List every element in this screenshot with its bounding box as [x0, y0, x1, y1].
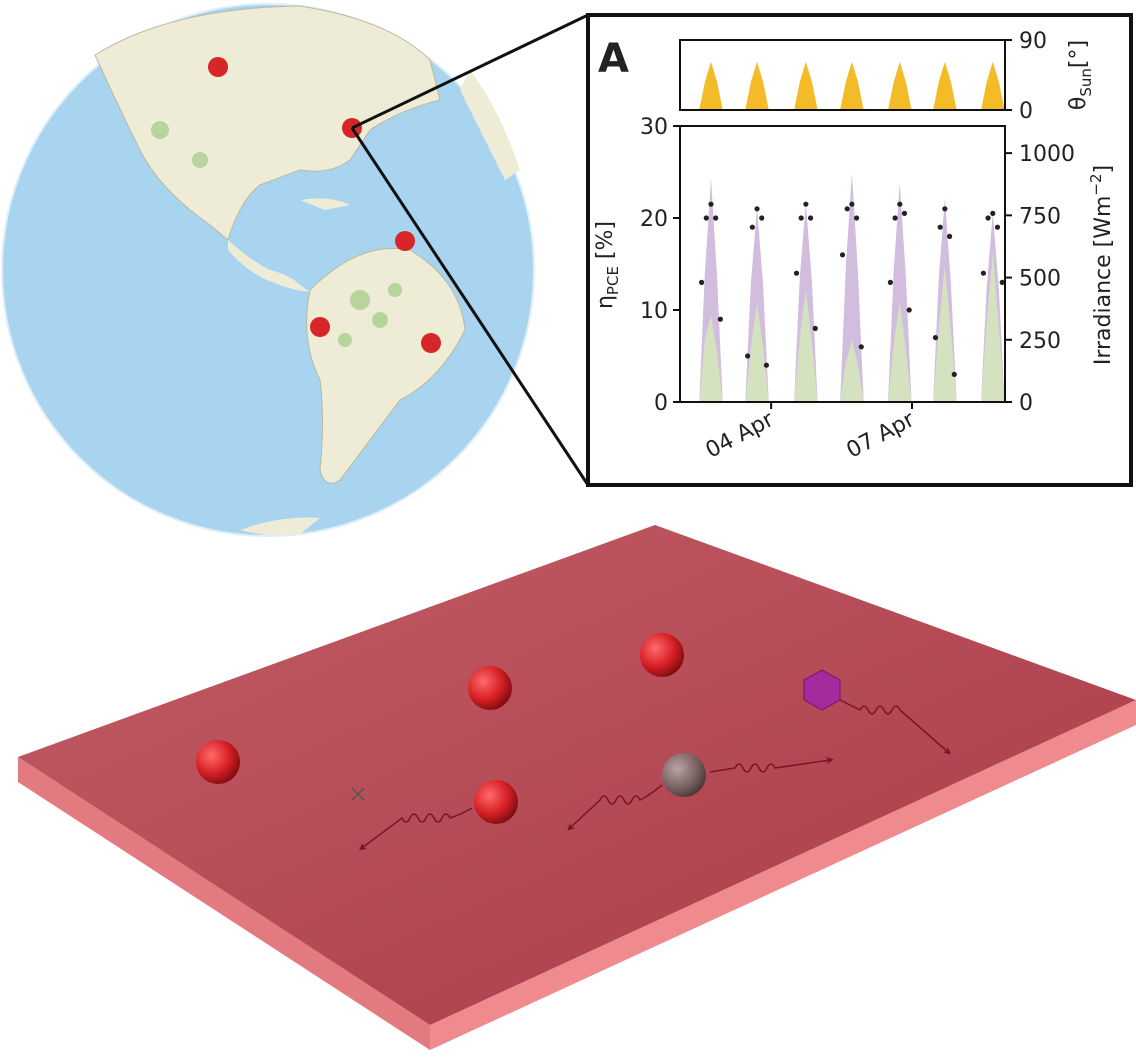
label-suffix: ] — [1091, 165, 1116, 174]
point — [854, 215, 859, 220]
label: θ — [1066, 97, 1091, 110]
label: η — [593, 295, 618, 309]
y-tick-label: 10 — [640, 299, 668, 324]
figure: A θSun[°] ηPCE [%] Irradiance [Wm−2] 0 90… — [0, 0, 1136, 1059]
point — [754, 206, 759, 211]
point — [794, 271, 799, 276]
page: {"chart_data": [ {"type": "area", "panel… — [0, 0, 1136, 1059]
point — [897, 202, 902, 207]
point — [859, 344, 864, 349]
point — [699, 280, 704, 285]
point — [849, 202, 854, 207]
y-tick-label: 0 — [654, 391, 668, 416]
point — [718, 317, 723, 322]
point — [845, 206, 850, 211]
label: Irradiance [Wm — [1091, 196, 1116, 366]
point — [840, 252, 845, 257]
y-tick-label: 30 — [640, 115, 668, 140]
point — [907, 307, 912, 312]
point — [745, 353, 750, 358]
y-tick-label: 0 — [1019, 99, 1033, 124]
y2-tick-label: 0 — [1019, 391, 1033, 416]
point — [759, 215, 764, 220]
globe — [2, 4, 534, 536]
point — [952, 372, 957, 377]
panel-label: A — [598, 36, 629, 82]
point — [942, 206, 947, 211]
point — [902, 211, 907, 216]
y-tick-label: 90 — [1019, 29, 1047, 54]
point — [947, 234, 952, 239]
y2-tick-label: 500 — [1019, 267, 1061, 292]
y-tick-label: 20 — [640, 207, 668, 232]
y2-tick-label: 250 — [1019, 329, 1061, 354]
y2-tick-label: 1000 — [1019, 142, 1075, 167]
point — [803, 202, 808, 207]
point — [985, 215, 990, 220]
point — [713, 215, 718, 220]
label-suffix: [%] — [593, 221, 618, 266]
label-suffix: [°] — [1066, 40, 1091, 68]
point — [981, 271, 986, 276]
point — [938, 225, 943, 230]
point — [808, 215, 813, 220]
point — [799, 215, 804, 220]
point — [888, 280, 893, 285]
y2-tick-label: 750 — [1019, 204, 1061, 229]
point — [708, 202, 713, 207]
point — [750, 225, 755, 230]
y-axis-label: ηPCE [%] — [593, 221, 622, 309]
point — [764, 363, 769, 368]
point — [813, 326, 818, 331]
point — [990, 211, 995, 216]
point — [995, 225, 1000, 230]
point — [893, 215, 898, 220]
label-sub: Sun — [1077, 68, 1095, 97]
point — [933, 335, 938, 340]
point — [704, 215, 709, 220]
inset-frame — [588, 15, 1131, 485]
slab — [18, 525, 1136, 1050]
label-sub: PCE — [604, 266, 622, 295]
label-sup: −2 — [1087, 173, 1105, 195]
